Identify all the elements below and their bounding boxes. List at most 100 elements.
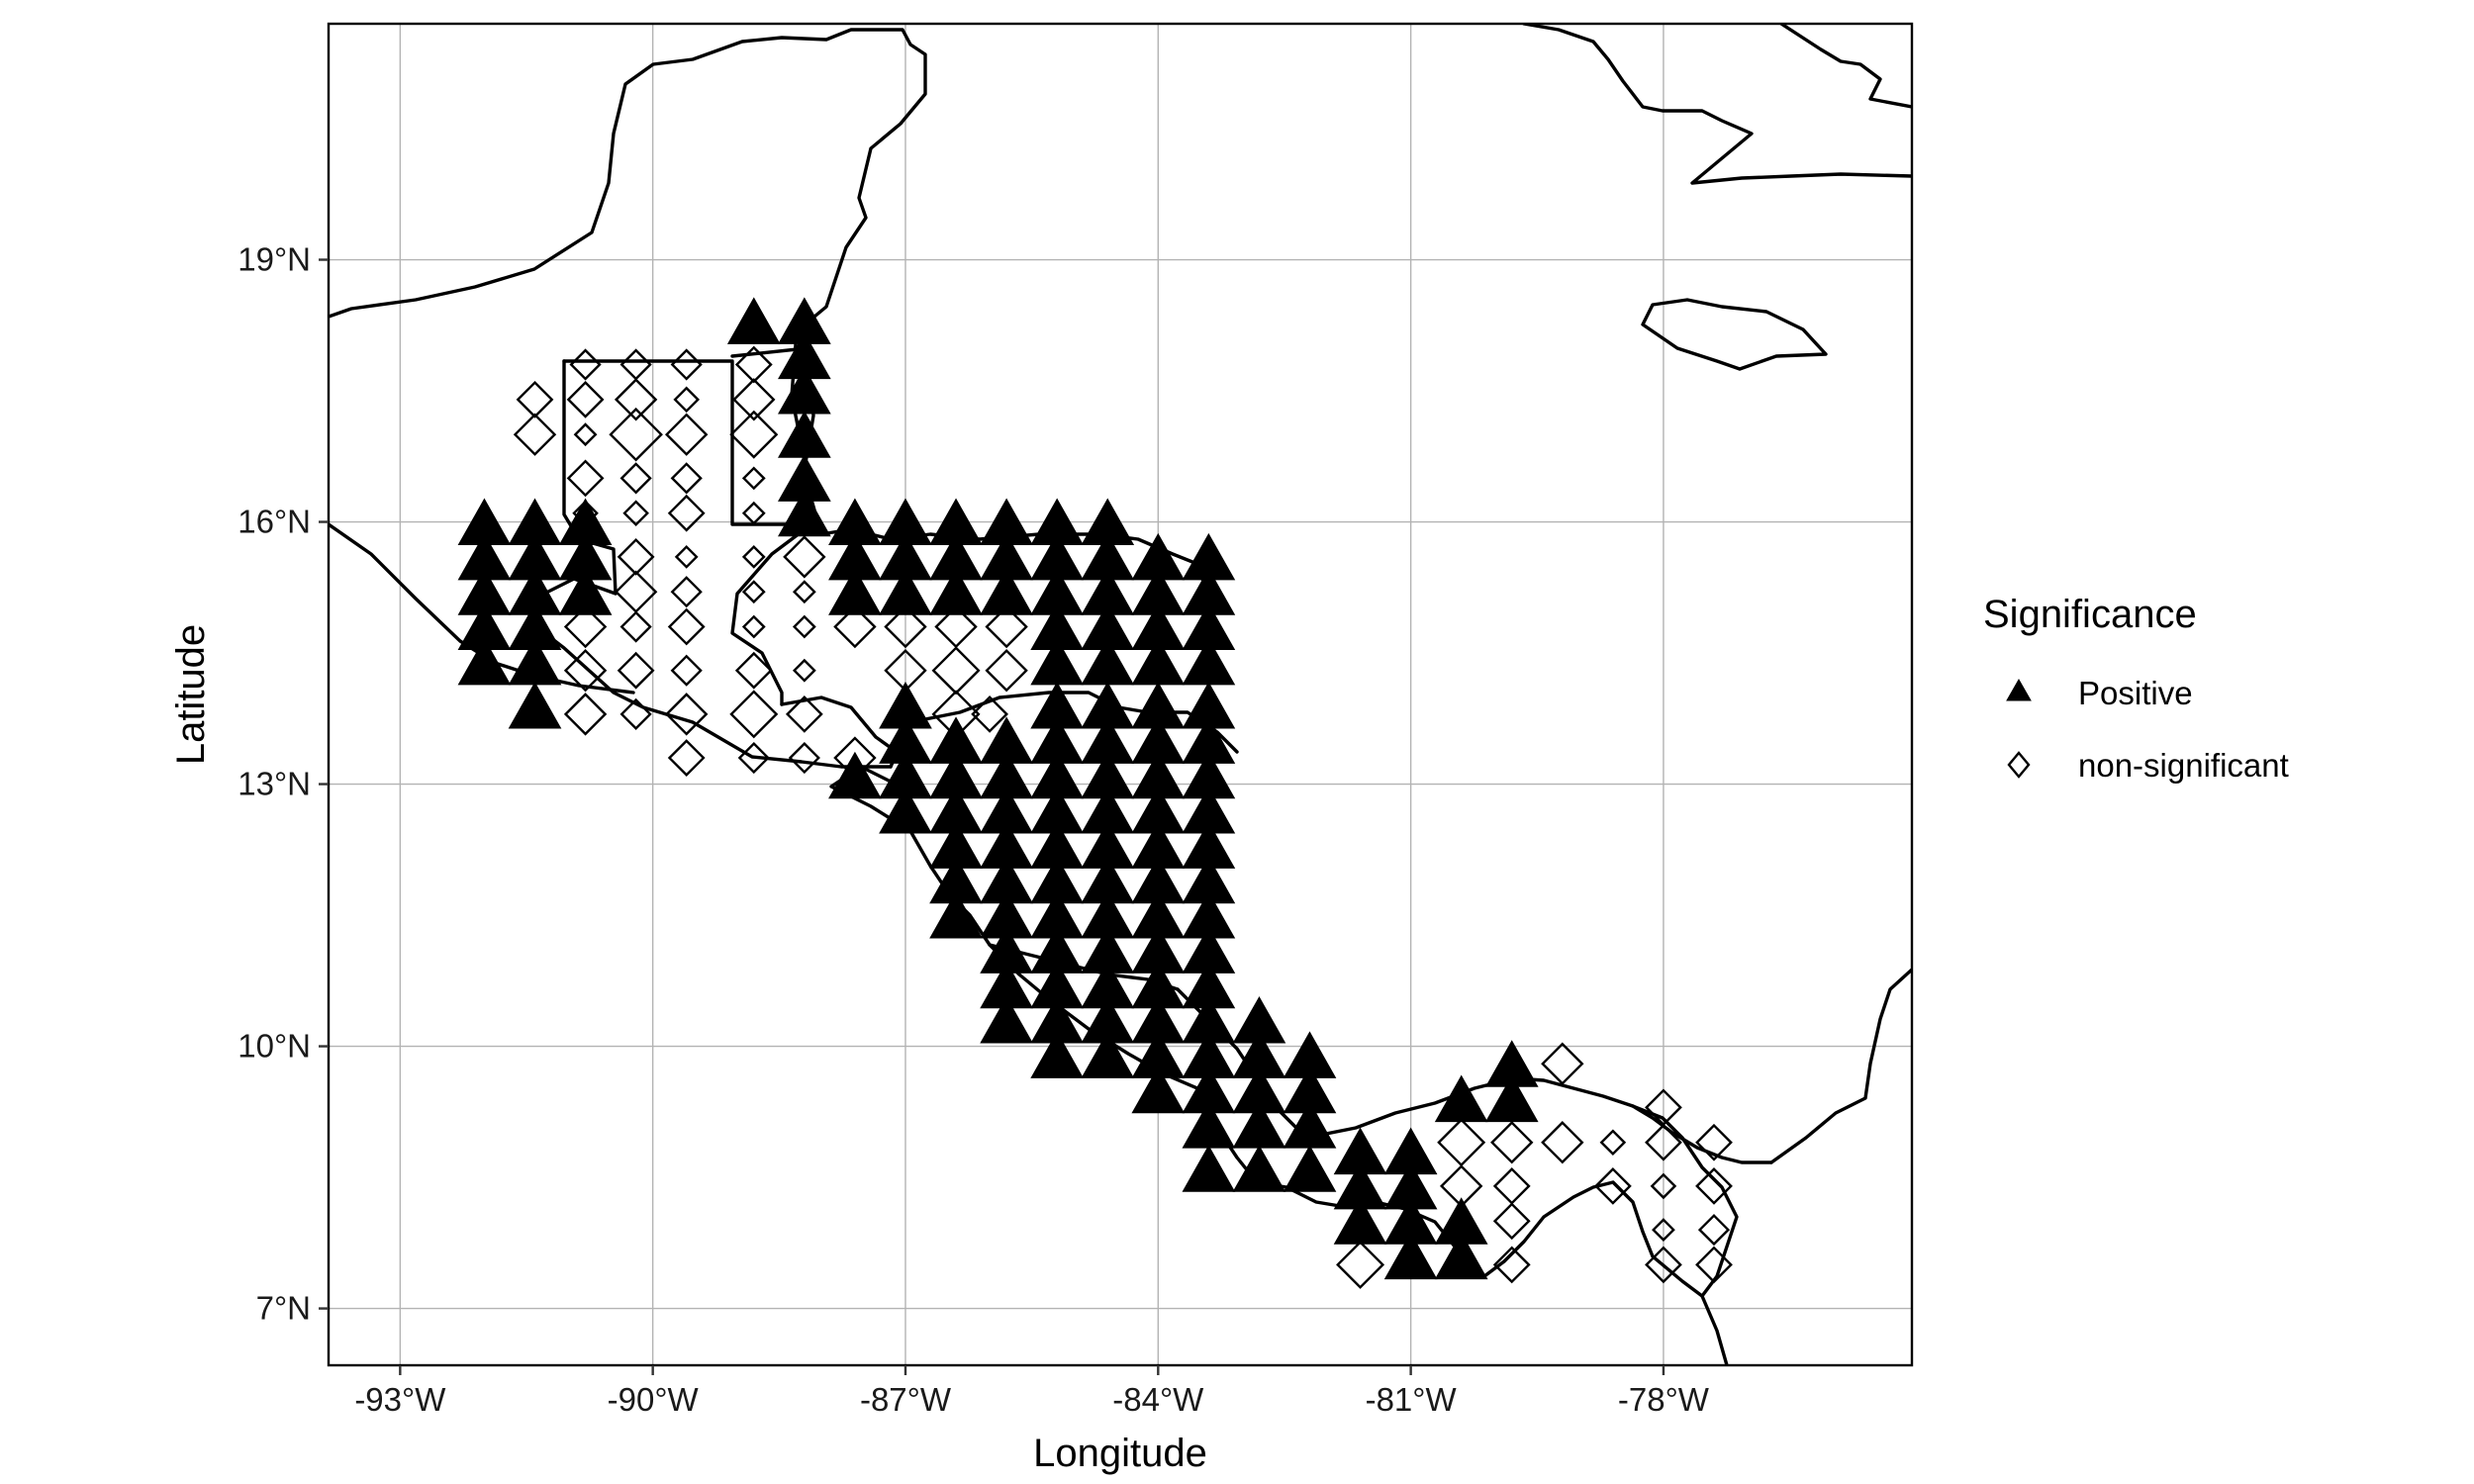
non-significant-diamond-marker <box>619 348 652 381</box>
non-significant-diamond-marker <box>741 466 766 491</box>
non-significant-diamond-marker <box>985 649 1028 693</box>
positive-triangle-marker <box>558 568 613 615</box>
non-significant-diamond-marker <box>667 494 706 532</box>
non-significant-diamond-marker <box>670 462 703 495</box>
non-significant-diamond-marker <box>1650 1172 1677 1200</box>
non-significant-diamond-marker <box>609 407 663 462</box>
non-significant-diamond-marker <box>729 690 779 739</box>
non-significant-diamond-marker <box>985 604 1028 649</box>
legend-label-positive: Positive <box>2078 675 2193 711</box>
y-axis-ticks: 7°N 10°N 13°N 16°N 19°N <box>238 241 329 1327</box>
positive-triangle-marker <box>1232 1145 1286 1192</box>
non-significant-diamond-marker <box>617 651 655 690</box>
non-significant-diamond-marker <box>783 535 826 579</box>
non-significant-diamond-marker <box>1695 1123 1733 1161</box>
non-significant-diamond-marker <box>667 739 706 777</box>
non-significant-diamond-marker <box>563 693 608 736</box>
positive-triangle-marker <box>980 996 1033 1044</box>
non-significant-diamond-marker <box>622 500 649 526</box>
non-significant-diamond-marker <box>572 500 599 526</box>
positive-triangle-marker <box>828 751 882 799</box>
y-tick-label: 19°N <box>238 241 311 278</box>
non-significant-diamond-marker <box>516 380 554 418</box>
coast-cuba-east <box>1779 24 1912 109</box>
coast-yucatan <box>329 28 927 333</box>
non-significant-diamond-marker <box>566 380 605 418</box>
positive-triangle-marker <box>879 787 932 834</box>
non-significant-diamond-marker <box>614 378 658 421</box>
non-significant-diamond-marker <box>1697 1213 1731 1247</box>
non-significant-diamond-marker <box>563 604 608 649</box>
y-tick-label: 10°N <box>238 1028 311 1065</box>
non-significant-diamond-marker <box>673 386 700 414</box>
non-significant-diamond-marker <box>884 604 927 649</box>
coast-cuba <box>1522 24 1912 185</box>
legend-label-nonsignificant: non-significant <box>2078 747 2289 784</box>
positive-triangle-marker <box>1434 1232 1488 1280</box>
positive-triangle-marker <box>1484 1040 1539 1087</box>
non-significant-diamond-marker <box>833 736 877 780</box>
x-tick-label: -84°W <box>1112 1381 1204 1418</box>
non-significant-diamond-marker <box>833 604 877 649</box>
x-tick-label: -78°W <box>1618 1381 1710 1418</box>
non-significant-diamond-marker <box>674 544 699 569</box>
non-significant-diamond-marker <box>665 413 709 456</box>
non-significant-diamond-marker <box>741 580 766 604</box>
coast-colombia <box>1769 968 1912 1164</box>
non-significant-diamond-marker <box>1645 1123 1682 1161</box>
graticule-grid <box>329 24 1912 1365</box>
legend-positive-triangle-icon <box>2006 678 2032 701</box>
x-tick-label: -81°W <box>1366 1381 1458 1418</box>
non-significant-diamond-marker <box>732 378 776 421</box>
legend-nonsignificant-diamond-icon <box>2007 751 2031 779</box>
non-significant-diamond-marker <box>670 654 703 687</box>
y-tick-label: 13°N <box>238 766 311 802</box>
positive-triangle-marker <box>828 568 882 615</box>
non-significant-diamond-marker <box>792 658 816 683</box>
non-significant-diamond-marker <box>792 614 816 639</box>
non-significant-diamond-marker <box>667 607 706 646</box>
non-significant-diamond-marker <box>563 649 608 693</box>
non-significant-diamond-marker <box>884 649 927 693</box>
positive-triangle-marker <box>777 411 831 458</box>
non-significant-diamond-marker <box>737 741 770 775</box>
positive-triangle-marker <box>879 568 932 615</box>
non-significant-diamond-marker <box>670 576 703 608</box>
non-significant-diamond-marker <box>1492 1167 1531 1205</box>
non-significant-diamond-marker <box>1492 1246 1531 1284</box>
y-tick-label: 16°N <box>238 504 311 540</box>
non-significant-diamond-marker <box>1437 1118 1486 1167</box>
y-tick-label: 7°N <box>256 1290 311 1327</box>
non-significant-diamond-marker <box>1439 1164 1483 1208</box>
non-significant-diamond-marker <box>1541 1042 1584 1085</box>
non-significant-diamond-marker <box>741 614 766 639</box>
positive-triangle-marker <box>457 637 512 686</box>
non-significant-diamond-marker <box>734 345 773 384</box>
positive-triangle-marker <box>1030 1031 1085 1078</box>
non-significant-diamond-marker <box>614 570 658 613</box>
non-significant-diamond-marker <box>617 537 655 576</box>
non-significant-diamond-marker <box>931 646 981 696</box>
non-significant-diamond-marker <box>513 413 557 456</box>
non-significant-diamond-marker <box>971 695 1008 733</box>
x-axis-title: Longitude <box>1033 1432 1207 1475</box>
border-guatemala-north <box>562 359 799 526</box>
y-axis-title: Latitude <box>169 624 213 765</box>
non-significant-diamond-marker <box>785 695 823 733</box>
plot-panel-border <box>327 22 1914 1367</box>
positive-triangle-marker <box>929 891 983 939</box>
data-points <box>457 297 1733 1289</box>
non-significant-diamond-marker <box>1695 1167 1733 1205</box>
non-significant-diamond-marker <box>1336 1240 1385 1289</box>
positive-triangle-marker <box>508 682 562 729</box>
legend: Significance Positive non-significant <box>1983 593 2289 784</box>
non-significant-diamond-marker <box>1645 1246 1682 1284</box>
non-significant-diamond-marker <box>619 610 652 643</box>
non-significant-diamond-marker <box>1541 1121 1584 1164</box>
non-significant-diamond-marker <box>1593 1167 1632 1205</box>
positive-triangle-marker <box>1081 1031 1135 1078</box>
border-panama-colombia <box>1631 1104 1739 1298</box>
non-significant-diamond-marker <box>1490 1121 1534 1164</box>
non-significant-diamond-marker <box>1492 1202 1531 1241</box>
